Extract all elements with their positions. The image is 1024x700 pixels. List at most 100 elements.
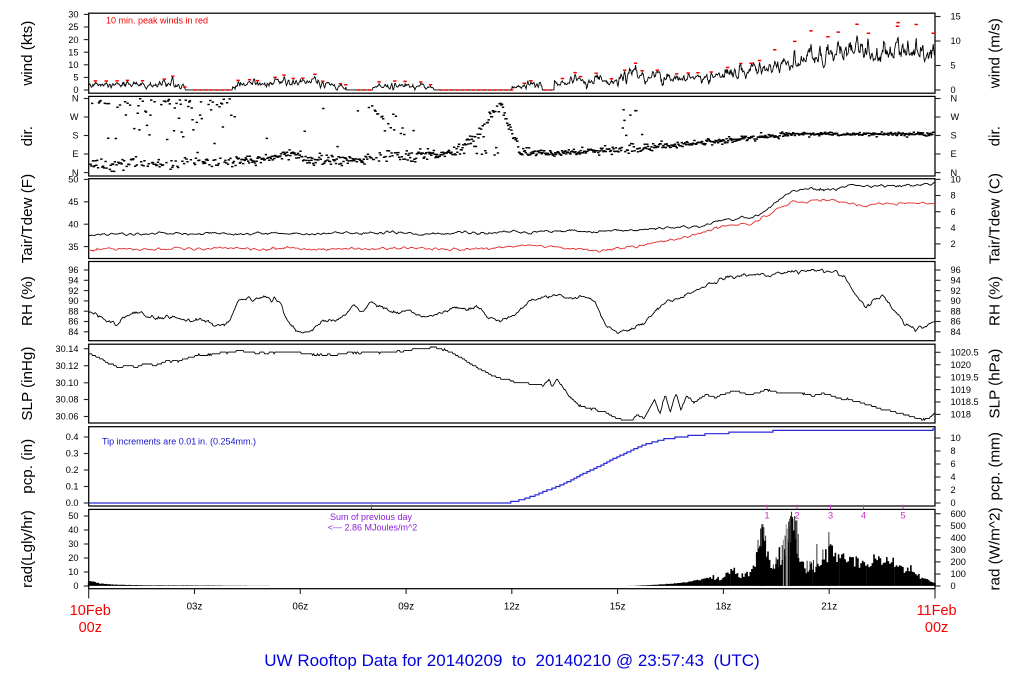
svg-text:11Feb: 11Feb: [917, 603, 957, 619]
svg-text:10Feb: 10Feb: [70, 603, 111, 619]
svg-text:0: 0: [951, 581, 956, 591]
svg-text:0: 0: [73, 85, 78, 95]
svg-text:pcp. (mm): pcp. (mm): [987, 432, 1004, 500]
svg-text:10: 10: [951, 433, 961, 443]
svg-text:90: 90: [951, 296, 961, 306]
svg-text:96: 96: [68, 265, 78, 275]
svg-text:SLP (hPa): SLP (hPa): [987, 349, 1004, 419]
svg-text:30.14: 30.14: [56, 344, 79, 354]
svg-text:pcp. (in): pcp. (in): [19, 439, 36, 494]
svg-text:30.12: 30.12: [56, 361, 79, 371]
svg-text:15: 15: [68, 47, 78, 57]
svg-text:8: 8: [951, 446, 956, 456]
svg-text:W: W: [70, 112, 79, 122]
svg-text:wind (kts): wind (kts): [19, 21, 36, 87]
svg-text:6: 6: [951, 459, 956, 469]
svg-text:2: 2: [951, 239, 956, 249]
svg-text:RH (%): RH (%): [987, 276, 1004, 326]
svg-text:20: 20: [68, 35, 78, 45]
svg-text:10 min. peak winds in red: 10 min. peak winds in red: [106, 16, 208, 26]
svg-text:Sum of previous day: Sum of previous day: [330, 512, 413, 522]
svg-text:88: 88: [951, 306, 961, 316]
svg-text:84: 84: [68, 327, 78, 337]
svg-text:5: 5: [73, 73, 78, 83]
svg-text:94: 94: [951, 276, 961, 286]
svg-text:1018.5: 1018.5: [951, 397, 979, 407]
svg-text:5: 5: [900, 511, 905, 522]
svg-text:00z: 00z: [79, 620, 102, 636]
svg-text:S: S: [951, 131, 957, 141]
svg-text:E: E: [72, 149, 78, 159]
svg-text:300: 300: [951, 545, 966, 555]
svg-text:rad (W/m^2): rad (W/m^2): [987, 507, 1004, 590]
svg-text:0: 0: [73, 581, 78, 591]
svg-text:1018: 1018: [951, 410, 971, 420]
svg-text:40: 40: [68, 525, 78, 535]
svg-text:92: 92: [951, 286, 961, 296]
svg-text:50: 50: [68, 511, 78, 521]
svg-text:30: 30: [68, 539, 78, 549]
svg-text:0.0: 0.0: [66, 498, 79, 508]
svg-text:88: 88: [68, 306, 78, 316]
svg-text:0.1: 0.1: [66, 482, 79, 492]
svg-text:15z: 15z: [610, 601, 626, 612]
svg-text:06z: 06z: [292, 601, 308, 612]
svg-text:<--- 2.86 MJoules/m^2: <--- 2.86 MJoules/m^2: [328, 523, 418, 533]
svg-text:21z: 21z: [821, 601, 837, 612]
svg-text:30: 30: [68, 10, 78, 20]
svg-text:1020.5: 1020.5: [951, 348, 979, 358]
svg-text:N: N: [951, 168, 958, 178]
svg-text:86: 86: [951, 317, 961, 327]
svg-text:S: S: [72, 131, 78, 141]
svg-text:4: 4: [951, 472, 956, 482]
svg-text:10: 10: [68, 567, 78, 577]
svg-text:1019: 1019: [951, 385, 971, 395]
svg-text:94: 94: [68, 276, 78, 286]
svg-text:10: 10: [951, 175, 961, 185]
svg-text:400: 400: [951, 533, 966, 543]
svg-text:03z: 03z: [187, 601, 203, 612]
svg-text:SLP (inHg): SLP (inHg): [19, 347, 36, 421]
svg-text:0.2: 0.2: [66, 465, 79, 475]
svg-text:2: 2: [951, 485, 956, 495]
svg-text:0: 0: [951, 85, 956, 95]
svg-text:30.06: 30.06: [56, 412, 79, 422]
svg-text:1: 1: [764, 511, 769, 522]
svg-text:rad(Lgly/hr): rad(Lgly/hr): [19, 510, 36, 588]
svg-text:12z: 12z: [504, 601, 520, 612]
svg-text:dir.: dir.: [987, 126, 1004, 146]
svg-text:N: N: [72, 94, 79, 104]
svg-text:8: 8: [951, 191, 956, 201]
svg-text:20: 20: [68, 553, 78, 563]
svg-text:00z: 00z: [925, 620, 948, 636]
svg-text:200: 200: [951, 557, 966, 567]
svg-text:10: 10: [951, 36, 961, 46]
svg-text:N: N: [951, 94, 958, 104]
svg-text:45: 45: [68, 197, 78, 207]
svg-text:E: E: [951, 149, 957, 159]
svg-text:15: 15: [951, 12, 961, 22]
svg-text:600: 600: [951, 509, 966, 519]
svg-text:1019.5: 1019.5: [951, 372, 979, 382]
svg-text:5: 5: [951, 61, 956, 71]
svg-text:UW Rooftop Data for 20140209: UW Rooftop Data for 20140209 to 20140210…: [264, 651, 759, 670]
svg-text:30.10: 30.10: [56, 378, 79, 388]
svg-text:84: 84: [951, 327, 961, 337]
svg-text:RH (%): RH (%): [19, 276, 36, 326]
svg-text:96: 96: [951, 265, 961, 275]
svg-text:0: 0: [951, 498, 956, 508]
svg-text:35: 35: [68, 242, 78, 252]
svg-text:2: 2: [794, 511, 799, 522]
svg-text:wind (m/s): wind (m/s): [987, 18, 1004, 89]
svg-text:1020: 1020: [951, 360, 971, 370]
svg-text:40: 40: [68, 219, 78, 229]
svg-text:Tip increments are 0.01 in. (0: Tip increments are 0.01 in. (0.254mm.): [102, 437, 256, 447]
svg-text:0.4: 0.4: [66, 432, 79, 442]
svg-text:100: 100: [951, 569, 966, 579]
svg-text:4: 4: [951, 223, 956, 233]
svg-text:86: 86: [68, 317, 78, 327]
svg-text:25: 25: [68, 22, 78, 32]
svg-text:92: 92: [68, 286, 78, 296]
svg-text:50: 50: [68, 175, 78, 185]
svg-text:18z: 18z: [716, 601, 732, 612]
